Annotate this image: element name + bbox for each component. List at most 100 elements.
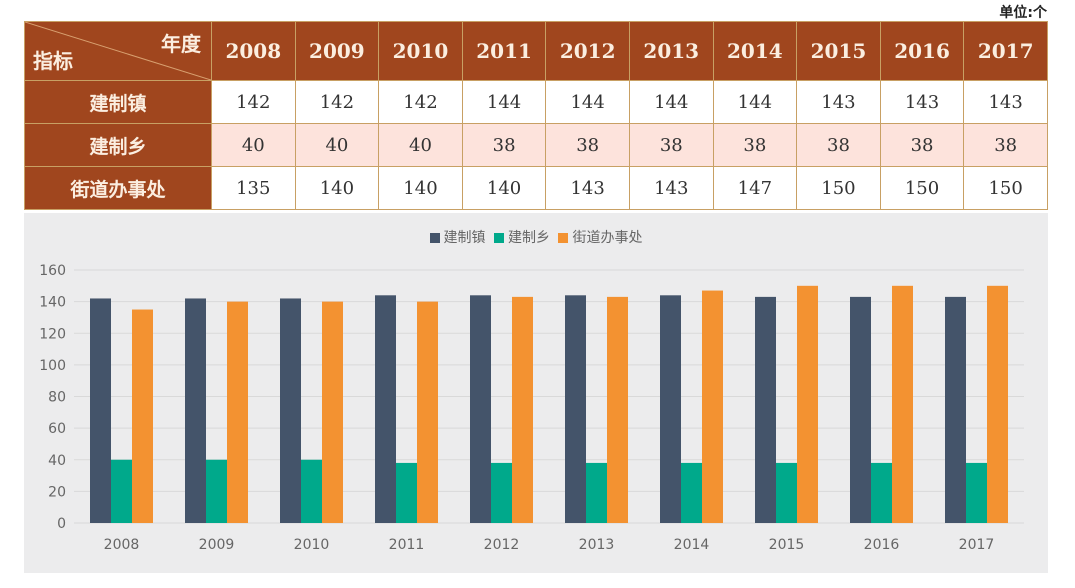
legend-swatch-townships [494, 233, 504, 243]
x-tick-label: 2013 [579, 537, 615, 553]
bar-1-2013 [586, 462, 607, 523]
table-row-towns: 建制镇 142 142 142 144 144 144 144 143 143 … [24, 80, 1048, 124]
bar-0-2009 [185, 298, 206, 523]
table-cell: 144 [628, 80, 714, 124]
row-label: 建制乡 [24, 123, 212, 167]
bar-0-2014 [660, 295, 681, 523]
table-cell: 143 [628, 166, 714, 210]
y-tick-label: 160 [39, 263, 66, 279]
y-tick-label: 20 [48, 484, 66, 500]
y-tick-label: 40 [48, 453, 66, 469]
bar-1-2008 [111, 459, 132, 523]
row-label: 建制镇 [24, 80, 212, 124]
x-tick-label: 2017 [959, 537, 995, 553]
unit-label: 单位:个 [999, 5, 1047, 21]
y-tick-label: 140 [39, 295, 66, 311]
bar-2-2011 [417, 301, 438, 523]
bar-2-2012 [512, 296, 533, 523]
x-tick-label: 2016 [864, 537, 900, 553]
table-cell: 144 [545, 80, 630, 124]
bar-1-2009 [206, 459, 227, 523]
table-cell: 38 [461, 123, 547, 167]
table-cell: 150 [796, 166, 881, 210]
table-cell: 142 [378, 80, 463, 124]
bar-2-2009 [227, 301, 248, 523]
y-tick-label: 0 [57, 516, 66, 532]
y-tick-label: 80 [48, 390, 66, 406]
table-row-townships: 建制乡 40 40 40 38 38 38 38 38 38 38 [24, 123, 1048, 167]
bar-2-2010 [322, 301, 343, 523]
bar-0-2011 [375, 295, 396, 523]
year-header: 2017 [963, 21, 1048, 81]
x-tick-label: 2008 [104, 537, 140, 553]
year-header: 2010 [378, 21, 463, 81]
year-header: 2009 [294, 21, 380, 81]
table-cell: 135 [211, 166, 296, 210]
bar-0-2015 [755, 296, 776, 523]
bar-2-2016 [892, 285, 913, 523]
bar-0-2016 [850, 296, 871, 523]
bar-2-2008 [132, 309, 153, 523]
x-tick-label: 2010 [294, 537, 330, 553]
legend-swatch-subdistricts [558, 233, 569, 243]
table-row-subdistricts: 街道办事处 135 140 140 140 143 143 147 150 15… [24, 166, 1048, 210]
header-row: 年度 指标 2008 2009 2010 2011 2012 2013 2014… [24, 21, 1048, 81]
bar-0-2010 [280, 298, 301, 523]
bar-1-2015 [776, 462, 797, 523]
corner-header: 年度 指标 [24, 21, 212, 81]
year-header: 2014 [712, 21, 798, 81]
bar-2-2014 [702, 290, 723, 523]
table-cell: 142 [211, 80, 296, 124]
table-cell: 143 [879, 80, 965, 124]
table-cell: 38 [545, 123, 630, 167]
table-cell: 40 [211, 123, 296, 167]
corner-diagonal [25, 22, 211, 80]
legend-label-subdistricts: 街道办事处 [572, 230, 643, 246]
row-label: 街道办事处 [24, 166, 212, 210]
year-header: 2015 [796, 21, 881, 81]
corner-year-label: 年度 [161, 32, 201, 56]
year-header: 2008 [211, 21, 296, 81]
table-cell: 150 [879, 166, 965, 210]
table-cell: 144 [461, 80, 547, 124]
x-tick-label: 2009 [199, 537, 235, 553]
table-cell: 40 [378, 123, 463, 167]
data-table: 年度 指标 2008 2009 2010 2011 2012 2013 2014… [24, 21, 1048, 210]
table-cell: 143 [545, 166, 630, 210]
bar-1-2010 [301, 459, 322, 523]
year-header: 2012 [545, 21, 630, 81]
bar-chart: 0 20 40 60 80 100 120 140 160 2008 2009 2010 2011 201… [39, 263, 1024, 553]
table-cell: 38 [712, 123, 798, 167]
chart-area: 建制镇 建制乡 街道办事处 0 20 40 60 80 100 120 140 160 2008 2… [24, 213, 1048, 573]
bar-2-2015 [797, 285, 818, 523]
year-header: 2013 [628, 21, 714, 81]
year-header: 2011 [461, 21, 547, 81]
x-tick-label: 2014 [674, 537, 710, 553]
bar-0-2012 [470, 295, 491, 523]
table-cell: 150 [963, 166, 1048, 210]
corner-indicator-label: 指标 [33, 49, 73, 73]
bar-0-2008 [90, 298, 111, 523]
table-cell: 38 [879, 123, 965, 167]
bar-2-2017 [987, 285, 1008, 523]
table-cell: 38 [796, 123, 881, 167]
bar-1-2014 [681, 462, 702, 523]
bar-1-2016 [871, 462, 892, 523]
table-cell: 38 [963, 123, 1048, 167]
x-tick-label: 2011 [389, 537, 425, 553]
legend-swatch-towns [429, 233, 440, 243]
x-tick-label: 2015 [769, 537, 805, 553]
bar-0-2017 [945, 296, 966, 523]
table-cell: 143 [796, 80, 881, 124]
bar-1-2017 [966, 462, 987, 523]
x-tick-label: 2012 [484, 537, 520, 553]
y-tick-label: 120 [39, 326, 66, 342]
bar-2-2013 [607, 296, 628, 523]
bar-0-2013 [565, 295, 586, 523]
table-cell: 142 [294, 80, 380, 124]
y-tick-label: 100 [39, 358, 66, 374]
legend: 建制镇 建制乡 街道办事处 [24, 227, 1048, 247]
table-cell: 144 [712, 80, 798, 124]
legend-label-townships: 建制乡 [508, 230, 550, 246]
table-cell: 143 [963, 80, 1048, 124]
